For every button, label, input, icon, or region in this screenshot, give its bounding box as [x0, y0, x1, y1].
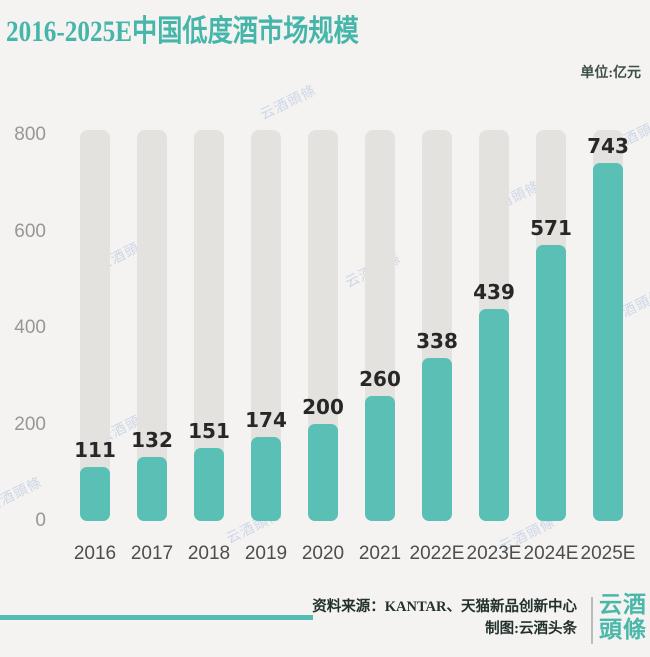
bar-value-2023E: 439 [473, 280, 515, 304]
bar-2017 [137, 457, 167, 521]
bar-2016 [80, 467, 110, 521]
y-axis-tick-800: 800 [14, 124, 46, 145]
y-axis-tick-400: 400 [14, 317, 46, 338]
bar-2020 [308, 424, 338, 521]
x-axis-tick-2024E: 2024E [523, 543, 579, 564]
bar-value-2024E: 571 [530, 216, 572, 240]
bar-value-2019: 174 [245, 408, 287, 432]
footer-source-block: 资料来源：KANTAR、天猫新品创新中心 制图:云酒头条 [312, 596, 577, 640]
credit-text: 制图:云酒头条 [485, 621, 577, 637]
bar-track-2016 [80, 130, 110, 521]
bar-value-2025E: 743 [587, 134, 629, 158]
bar-value-2016: 111 [74, 438, 116, 462]
footer-accent-line [0, 615, 313, 620]
bar-2023E [479, 309, 509, 521]
bar-2019 [251, 437, 281, 521]
footer-divider [591, 597, 593, 644]
brand-logo: 云酒 頭條 [599, 592, 647, 642]
chart-title: 2016-2025E中国低度酒市场规模 [6, 15, 359, 48]
bar-2021 [365, 396, 395, 521]
bar-value-2018: 151 [188, 419, 230, 443]
x-axis-tick-2023E: 2023E [466, 543, 522, 564]
bar-track-2017 [137, 130, 167, 521]
x-axis-tick-2018: 2018 [187, 543, 231, 564]
x-axis-tick-2022E: 2022E [409, 543, 465, 564]
bar-2025E [593, 163, 623, 521]
x-axis-tick-2017: 2017 [130, 543, 174, 564]
brand-logo-line1: 云酒 [599, 592, 647, 617]
bar-value-2022E: 338 [416, 329, 458, 353]
x-axis-tick-2021: 2021 [358, 543, 402, 564]
x-axis-tick-2019: 2019 [244, 543, 288, 564]
watermark-text: 云酒頭條 [257, 81, 319, 123]
unit-label: 单位:亿元 [580, 66, 641, 81]
source-text: 资料来源：KANTAR、天猫新品创新中心 [312, 599, 577, 615]
x-axis-tick-2025E: 2025E [580, 543, 636, 564]
bar-2022E [422, 358, 452, 521]
y-axis-tick-200: 200 [14, 413, 46, 435]
bar-value-2020: 200 [302, 395, 344, 419]
bar-2024E [536, 245, 566, 521]
brand-logo-line2: 頭條 [599, 617, 647, 642]
x-axis-tick-2016: 2016 [73, 543, 117, 564]
bar-value-2017: 132 [131, 428, 173, 452]
bar-2018 [194, 448, 224, 521]
x-axis-tick-2020: 2020 [301, 543, 345, 564]
y-axis-tick-600: 600 [14, 220, 46, 242]
bar-value-2021: 260 [359, 367, 401, 391]
y-axis-tick-0: 0 [35, 510, 46, 531]
